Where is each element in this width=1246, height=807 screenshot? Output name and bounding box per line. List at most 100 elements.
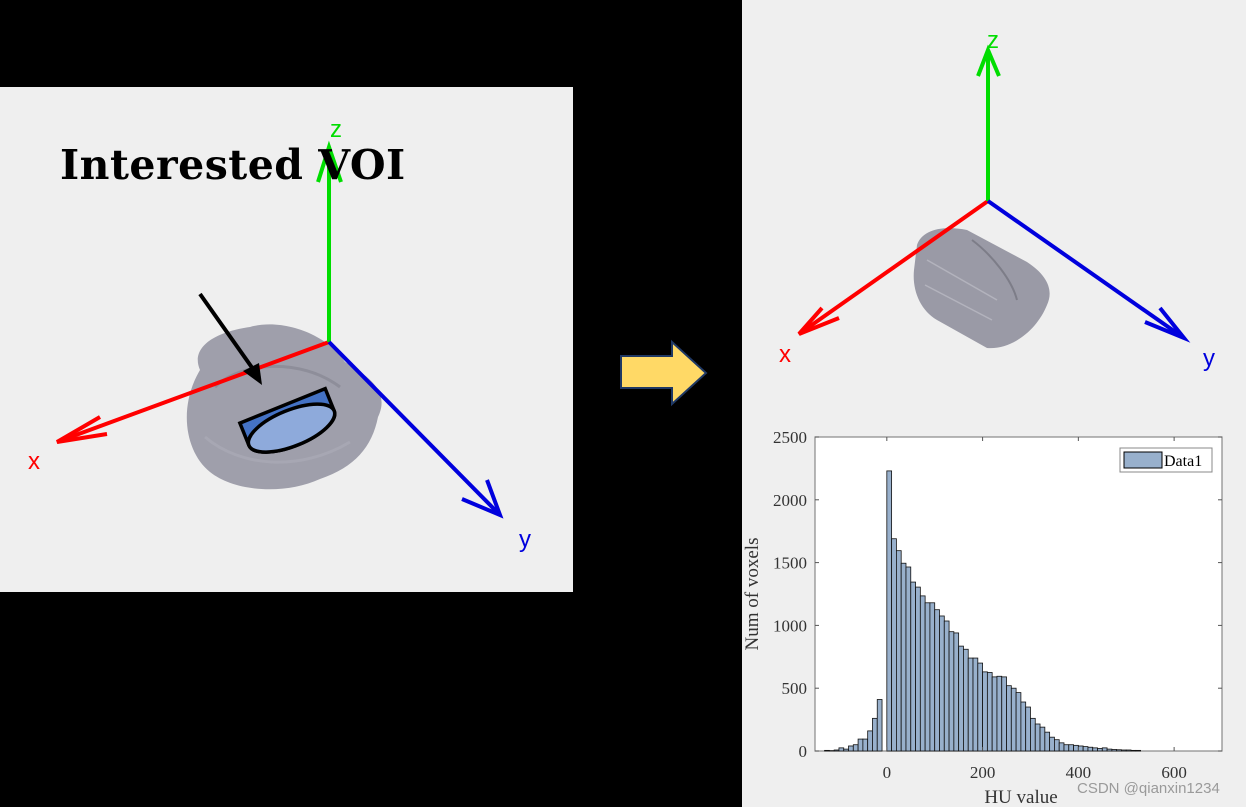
histogram-bar bbox=[1121, 749, 1127, 752]
voi-cylinder-icon bbox=[237, 386, 337, 454]
histogram-bar bbox=[919, 595, 926, 752]
histogram-bar bbox=[1001, 676, 1007, 752]
histogram-bar bbox=[967, 657, 974, 752]
z-axis-label: z bbox=[987, 27, 999, 54]
histogram-bar bbox=[1116, 749, 1122, 752]
right-3d-scene: x z y bbox=[779, 27, 1215, 372]
x-axis-label: x bbox=[779, 341, 791, 368]
histogram-bar bbox=[905, 566, 912, 752]
voi-title: Interested VOI bbox=[60, 141, 406, 189]
x-axis-arrow bbox=[55, 340, 330, 444]
y-tick-label: 1500 bbox=[773, 554, 807, 573]
histogram-bar bbox=[1125, 749, 1132, 752]
y-axis-arrow bbox=[327, 340, 504, 519]
histogram-bar bbox=[867, 730, 873, 752]
histogram-bar bbox=[953, 632, 960, 752]
histogram-bar bbox=[1092, 747, 1098, 752]
right-results-panel: x z y 0 500 1000 1500 2000 2500 0 200 400 600 Nu… bbox=[742, 0, 1246, 807]
z-axis-arrow bbox=[316, 140, 343, 342]
histogram-bar bbox=[1039, 726, 1046, 752]
histogram-bar bbox=[833, 749, 840, 752]
histogram-bar bbox=[929, 602, 936, 752]
histogram-bar bbox=[1025, 706, 1031, 752]
histogram-bar bbox=[895, 550, 902, 752]
histogram-bar bbox=[1015, 692, 1022, 752]
histogram-bar bbox=[824, 749, 830, 752]
y-tick-label: 2000 bbox=[773, 491, 807, 510]
y-tick-label: 0 bbox=[799, 742, 808, 761]
histogram-bar bbox=[876, 699, 883, 752]
x-tick-label: 200 bbox=[970, 763, 996, 782]
hu-histogram-chart: 0 500 1000 1500 2000 2500 0 200 400 600 Num of v… bbox=[742, 428, 1223, 807]
histogram-bar bbox=[872, 717, 878, 752]
y-axis-label: y bbox=[1203, 345, 1215, 372]
histogram-bar bbox=[977, 662, 983, 752]
histogram-bar bbox=[1068, 744, 1074, 752]
histogram-bar bbox=[986, 672, 993, 752]
histogram-bar bbox=[934, 609, 940, 752]
histogram-bar bbox=[886, 470, 893, 752]
histogram-bar bbox=[924, 602, 931, 752]
y-axis-title: Num of voxels bbox=[742, 538, 763, 651]
y-axis-ticks: 0 500 1000 1500 2000 2500 bbox=[773, 428, 1222, 761]
histogram-bars bbox=[824, 470, 1142, 752]
histogram-bar bbox=[852, 744, 859, 752]
histogram-bar bbox=[1063, 744, 1070, 752]
histogram-bar bbox=[982, 671, 988, 752]
histogram-bar bbox=[1101, 747, 1108, 752]
histogram-bar bbox=[910, 581, 916, 752]
x-tick-label: 0 bbox=[883, 763, 892, 782]
histogram-bar bbox=[1130, 749, 1137, 752]
x-axis-title: HU value bbox=[984, 787, 1057, 807]
x-axis-ticks: 0 200 400 600 bbox=[883, 437, 1187, 782]
histogram-bar bbox=[838, 747, 845, 752]
x-axis-arrow bbox=[797, 199, 990, 336]
histogram-bar bbox=[1034, 723, 1041, 752]
left-3d-scene: x z y bbox=[28, 116, 531, 553]
z-axis-label: z bbox=[330, 116, 342, 143]
y-tick-label: 500 bbox=[782, 679, 808, 698]
histogram-bar bbox=[943, 620, 950, 752]
histogram-bar bbox=[1049, 736, 1055, 752]
histogram-bar bbox=[1030, 717, 1036, 752]
chart-legend: Data1 bbox=[1119, 447, 1213, 473]
histogram-bar bbox=[1020, 701, 1027, 752]
histogram-bar bbox=[1054, 739, 1060, 752]
histogram-bar bbox=[843, 748, 849, 752]
histogram-bar bbox=[857, 738, 864, 752]
histogram-bar bbox=[1073, 744, 1079, 752]
histogram-bar bbox=[1044, 731, 1051, 752]
x-axis-label: x bbox=[28, 448, 40, 475]
legend-swatch bbox=[1123, 451, 1163, 469]
z-axis-arrow bbox=[976, 44, 1001, 201]
x-tick-label: 600 bbox=[1161, 763, 1187, 782]
legend-label: Data1 bbox=[1164, 453, 1202, 470]
right-arrow-icon bbox=[620, 339, 708, 407]
left-3d-view-panel: x z y Interested VOI bbox=[0, 87, 573, 592]
histogram-bar bbox=[963, 648, 969, 752]
histogram-bar bbox=[1106, 748, 1113, 752]
histogram-bar bbox=[915, 586, 921, 752]
histogram-bar bbox=[1135, 749, 1142, 752]
histogram-bar bbox=[1082, 746, 1089, 752]
cylinder-mesh bbox=[913, 228, 1050, 349]
histogram-bar bbox=[1111, 749, 1118, 752]
histogram-bar bbox=[972, 657, 979, 752]
histogram-bar bbox=[862, 738, 869, 752]
histogram-bar bbox=[1058, 742, 1065, 752]
histogram-bar bbox=[939, 615, 945, 752]
histogram-bar bbox=[991, 676, 998, 752]
watermark: CSDN @qianxin1234 bbox=[1077, 780, 1220, 797]
y-axis-label: y bbox=[519, 526, 531, 553]
histogram-bar bbox=[948, 631, 955, 752]
histogram-bar bbox=[1097, 748, 1103, 752]
histogram-bar bbox=[1087, 746, 1094, 752]
pointer-arrow bbox=[198, 292, 262, 385]
histogram-bar bbox=[996, 675, 1003, 752]
y-tick-label: 2500 bbox=[773, 428, 807, 447]
histogram-bar bbox=[1010, 687, 1017, 752]
y-axis-arrow bbox=[986, 199, 1191, 343]
histogram-bar bbox=[900, 562, 907, 752]
histogram-bar bbox=[1006, 685, 1012, 752]
